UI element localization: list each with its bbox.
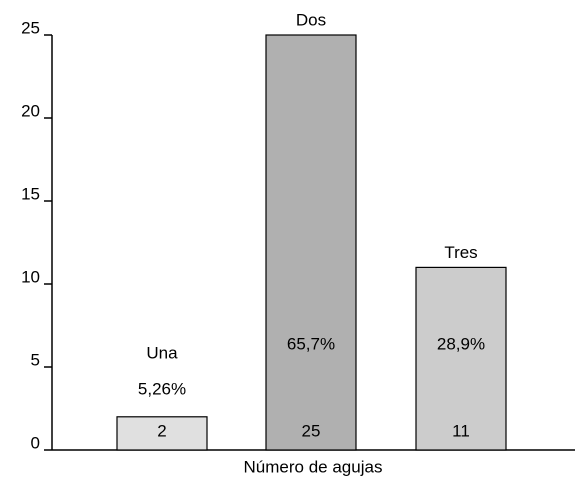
x-axis-label: Número de agujas xyxy=(244,457,383,476)
value-label: 11 xyxy=(452,421,470,440)
value-label: 2 xyxy=(157,421,166,440)
y-tick-label: 5 xyxy=(31,350,40,369)
percent-label: 65,7% xyxy=(287,334,335,353)
bar xyxy=(265,34,357,451)
category-label: Dos xyxy=(296,10,326,29)
category-label: Una xyxy=(146,343,178,362)
bar xyxy=(116,416,208,451)
y-tick-label: 0 xyxy=(31,433,40,452)
percent-label: 5,26% xyxy=(138,379,186,398)
y-tick-label: 20 xyxy=(21,101,40,120)
bar xyxy=(415,266,507,451)
y-tick-label: 15 xyxy=(21,184,40,203)
percent-label: 28,9% xyxy=(437,334,485,353)
category-label: Tres xyxy=(444,243,477,262)
y-tick-label: 25 xyxy=(21,18,40,37)
y-tick-label: 10 xyxy=(21,267,40,286)
value-label: 25 xyxy=(302,421,321,440)
